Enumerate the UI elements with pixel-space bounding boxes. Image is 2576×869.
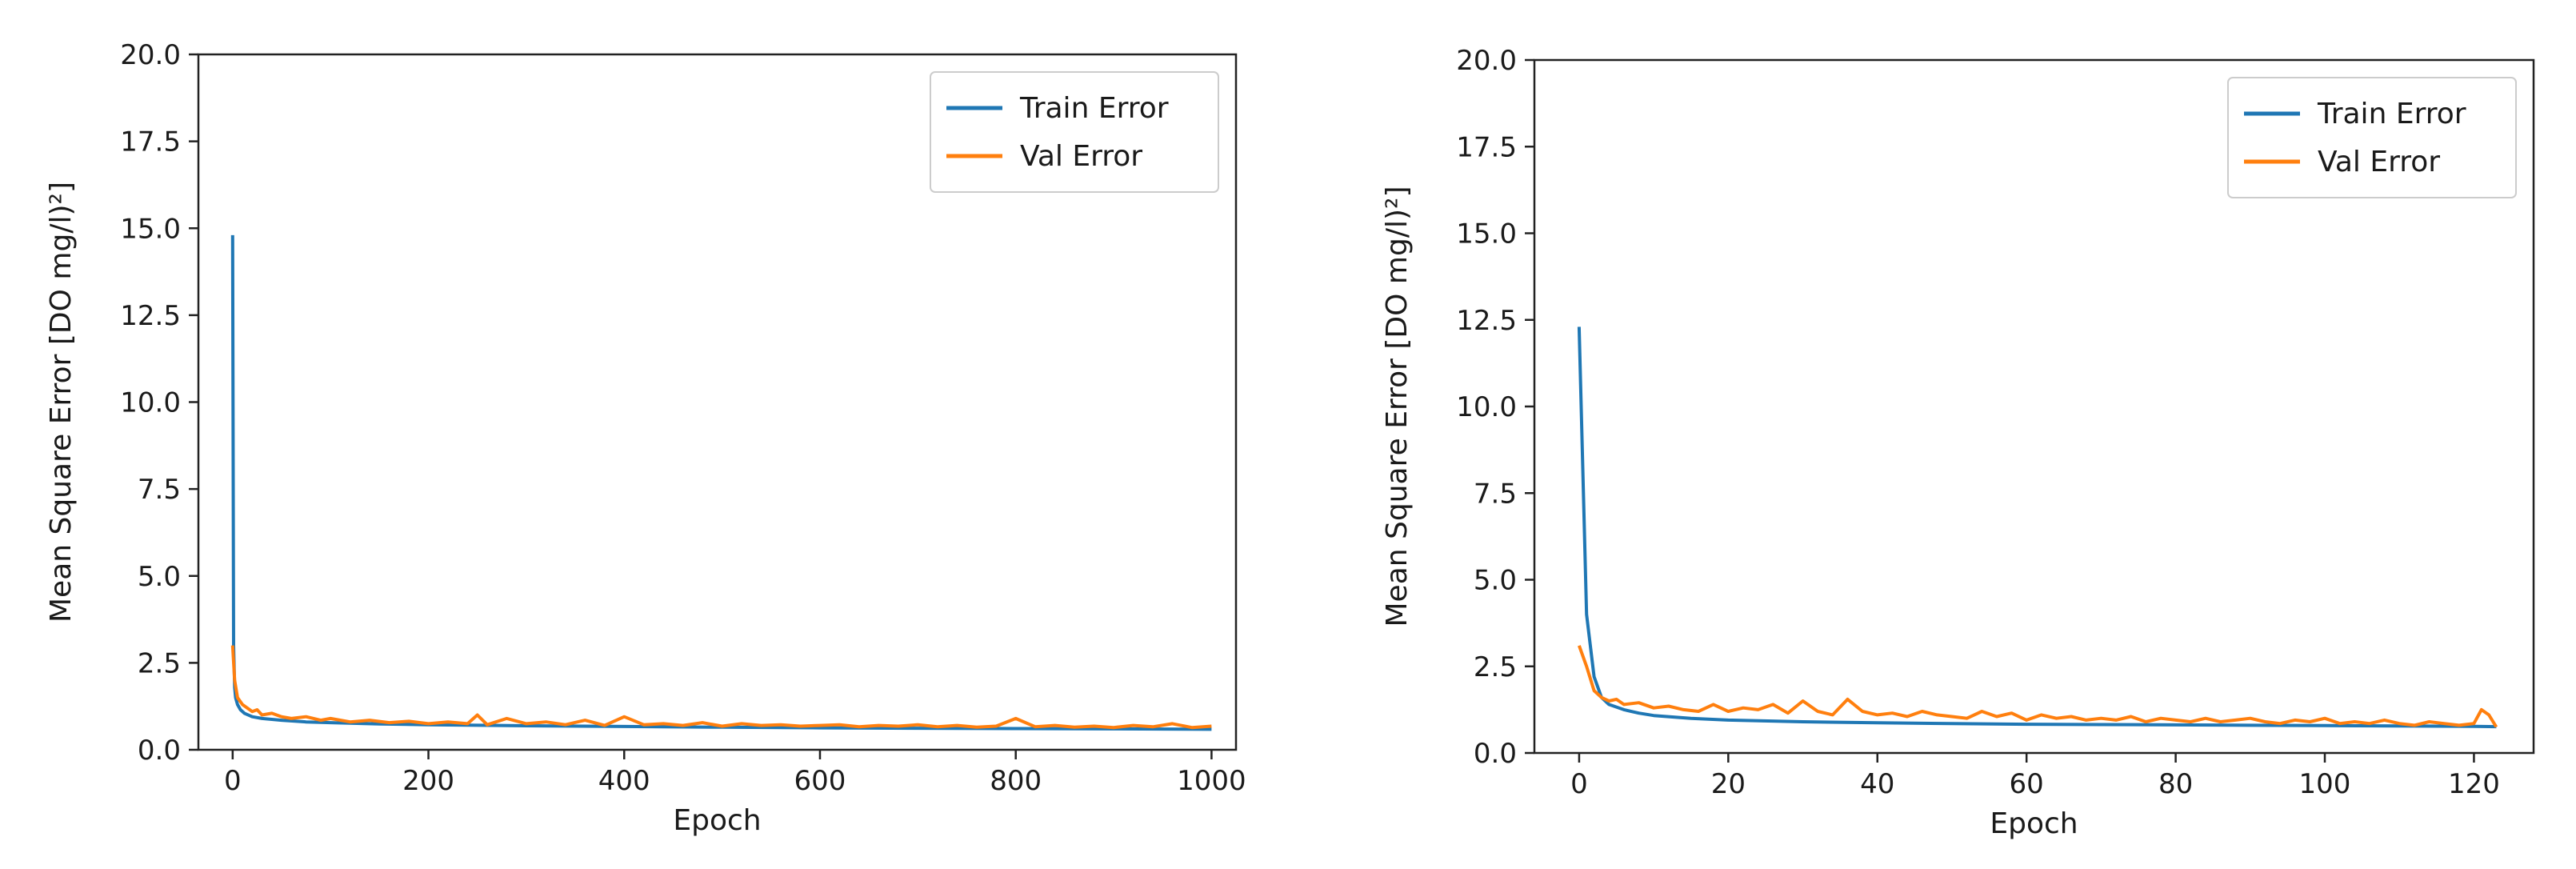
y-tick-label: 7.5 (1474, 478, 1517, 510)
series-line-val-error (1578, 645, 2498, 728)
x-tick-label: 1000 (1177, 765, 1246, 797)
y-tick-label: 12.5 (1456, 305, 1517, 337)
y-tick-label: 10.0 (1456, 391, 1517, 423)
y-tick-label: 0.0 (1474, 738, 1517, 770)
x-tick-label: 100 (2299, 768, 2351, 800)
chart-right: 0 20 40 60 80 100 120 0.0 2.5 5.0 7.5 10.0 12.5 15.0 1… (1381, 45, 2535, 840)
y-tick-label: 20.0 (1456, 45, 1517, 77)
legend-box (930, 71, 1219, 193)
y-axis-label: Mean Square Error [DO mg/l)²] (45, 182, 78, 623)
x-tick-label: 400 (598, 765, 650, 797)
x-tick-label: 800 (990, 765, 1042, 797)
y-tick-label: 20.0 (120, 39, 181, 71)
plot-area (230, 234, 1212, 731)
series-line-train-error (230, 234, 1212, 731)
y-tick-label: 0.0 (138, 735, 181, 767)
y-axis-label: Mean Square Error [DO mg/l)²] (1381, 186, 1414, 627)
y-tick-label: 5.0 (138, 561, 181, 593)
y-tick-label: 15.0 (1456, 218, 1517, 250)
y-tick-label: 17.5 (1456, 131, 1517, 163)
x-axis-label: Epoch (673, 804, 761, 837)
x-tick-label: 20 (1711, 768, 1746, 800)
y-tick-label: 7.5 (138, 474, 181, 506)
series-line-val-error (230, 645, 1212, 730)
x-tick-label: 120 (2448, 768, 2500, 800)
y-tick-label: 15.0 (120, 213, 181, 245)
x-tick-label: 200 (402, 765, 454, 797)
y-tick-label: 10.0 (120, 387, 181, 419)
x-tick-label: 600 (794, 765, 846, 797)
x-tick-label: 0 (1570, 768, 1588, 800)
y-tick-label: 17.5 (120, 126, 181, 158)
legend-label-val-error: Val Error (1020, 140, 1142, 173)
x-tick-label: 60 (2010, 768, 2044, 800)
x-tick-label: 80 (2158, 768, 2193, 800)
legend-box (2227, 77, 2517, 198)
x-tick-label: 40 (1860, 768, 1894, 800)
y-tick-label: 12.5 (120, 300, 181, 332)
x-axis-label: Epoch (1990, 807, 2078, 840)
y-tick-label: 2.5 (138, 647, 181, 679)
legend-label-train-error: Train Error (2317, 98, 2466, 130)
chart-left: 0 200 400 600 800 1000 0.0 2.5 5.0 7.5 10.0 12.5 15.… (45, 39, 1246, 837)
y-tick-label: 2.5 (1474, 651, 1517, 683)
y-tick-label: 5.0 (1474, 565, 1517, 597)
legend-label-val-error: Val Error (2318, 146, 2440, 178)
legend-label-train-error: Train Error (1019, 92, 1169, 125)
legend: Train Error Val Error (2227, 77, 2517, 198)
plot-area (1577, 326, 2498, 729)
legend: Train Error Val Error (930, 71, 1219, 193)
x-tick-label: 0 (224, 765, 242, 797)
